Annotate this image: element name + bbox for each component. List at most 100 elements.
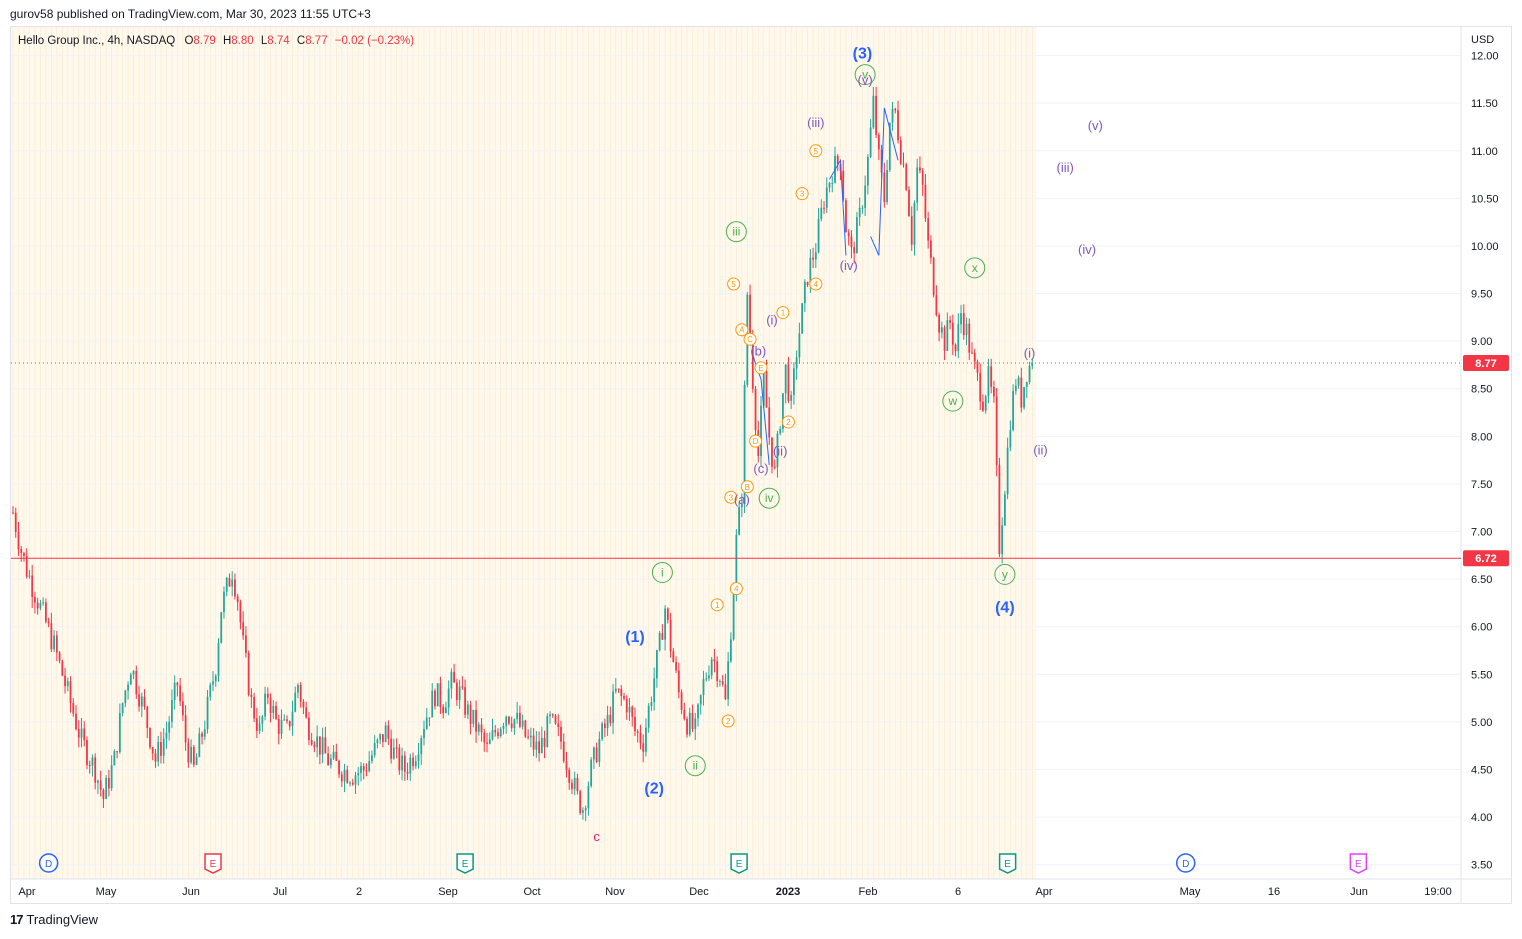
candle-body <box>554 715 557 724</box>
candle-body <box>587 786 590 809</box>
candle-body <box>127 684 129 691</box>
wave-label: iii <box>732 225 740 239</box>
candle-body <box>598 738 601 762</box>
x-tick-label: May <box>1180 886 1201 898</box>
candlestick-chart[interactable]: 8.77 6.72 USD 12.00 11.50 11.00 10.50 10.00 9.50… <box>11 27 1511 903</box>
candle-body <box>64 675 66 687</box>
candle-body <box>247 652 250 695</box>
wave-label-circle <box>994 563 1016 585</box>
x-tick-label: Sep <box>438 886 458 898</box>
candle-body <box>573 777 576 790</box>
candle-body <box>384 725 387 742</box>
candle-body <box>190 746 192 763</box>
candle-body <box>20 549 23 553</box>
candle-body <box>724 684 727 700</box>
candle-body <box>617 688 620 690</box>
candle-body <box>995 396 998 466</box>
candle-body <box>61 660 64 676</box>
candle-body <box>516 712 519 720</box>
candle-body <box>398 747 401 771</box>
candle-body <box>297 684 299 693</box>
candle-body <box>25 555 28 577</box>
wave-label: (iii) <box>1056 160 1073 175</box>
candle-body <box>697 704 699 719</box>
candle-body <box>280 719 283 734</box>
event-marker-label: E <box>1004 859 1011 870</box>
candle-body <box>801 303 804 334</box>
candle-body <box>491 730 494 740</box>
candle-body <box>639 732 642 744</box>
candle-body <box>691 712 694 729</box>
wave-label: 1 <box>781 309 786 318</box>
candle-body <box>332 751 335 759</box>
wave-line <box>870 107 899 256</box>
candle-body <box>349 782 351 784</box>
candle-body <box>264 693 266 717</box>
wave-label: 3 <box>729 493 734 502</box>
candle-body <box>66 681 69 687</box>
tradingview-logo[interactable]: 17 TradingView <box>10 912 98 927</box>
candle-body <box>116 751 119 753</box>
candle-body <box>943 327 946 351</box>
candle-body <box>1028 365 1031 383</box>
candle-body <box>529 735 532 738</box>
candle-body <box>524 720 527 737</box>
candle-body <box>272 705 275 713</box>
wave-label-circle <box>651 561 673 583</box>
candle-body <box>836 155 839 165</box>
candle-body <box>803 281 806 304</box>
y-tick-label: 8.00 <box>1471 431 1492 443</box>
x-tick-label: Nov <box>605 886 625 898</box>
candle-body <box>176 682 179 686</box>
candle-body <box>628 706 631 713</box>
candle-body <box>1012 391 1014 431</box>
candle-body <box>160 742 162 756</box>
y-tick-label: 12.00 <box>1471 51 1499 63</box>
candle-body <box>42 602 45 604</box>
wave-label: 4 <box>734 585 739 594</box>
candle-body <box>910 216 913 245</box>
x-tick-label: May <box>96 886 117 898</box>
candle-body <box>916 167 919 203</box>
x-tick-label: Oct <box>523 886 540 898</box>
candle-body <box>445 707 447 714</box>
candle-body <box>998 465 1001 555</box>
candle-body <box>118 713 121 753</box>
candle-body <box>845 200 847 233</box>
candle-body <box>979 372 982 402</box>
candle-body <box>368 761 371 772</box>
candle-body <box>321 737 324 755</box>
candle-body <box>677 670 680 693</box>
wave-label: (a) <box>734 492 750 507</box>
candle-body <box>346 769 349 783</box>
candle-body <box>132 671 135 675</box>
candle-body <box>88 765 91 767</box>
wave-label-circle <box>854 64 876 86</box>
candle-body <box>716 661 719 682</box>
candle-body <box>982 401 984 411</box>
event-marker-earnings <box>1349 853 1368 874</box>
candle-body <box>787 364 790 401</box>
candle-body <box>99 780 102 790</box>
candle-body <box>864 185 867 208</box>
candle-body <box>976 361 979 373</box>
price-line-label: 8.77 <box>1475 358 1496 370</box>
candle-body <box>1020 377 1023 408</box>
wave-label-circle <box>754 361 768 375</box>
candle-body <box>135 671 138 695</box>
candle-body <box>286 719 288 722</box>
candle-body <box>669 619 672 652</box>
candle-body <box>897 110 899 141</box>
candle-body <box>658 633 661 651</box>
wave-label: 1 <box>715 601 720 610</box>
candle-body <box>694 718 697 729</box>
candle-body <box>546 716 549 747</box>
candle-body <box>458 686 461 701</box>
candle-body <box>236 596 239 603</box>
y-tick-label: 7.00 <box>1471 527 1492 539</box>
candle-body <box>261 716 264 724</box>
candle-body <box>666 608 669 620</box>
wave-label: (iii) <box>807 115 824 130</box>
candle-body <box>688 712 691 735</box>
candle-body <box>858 207 861 218</box>
